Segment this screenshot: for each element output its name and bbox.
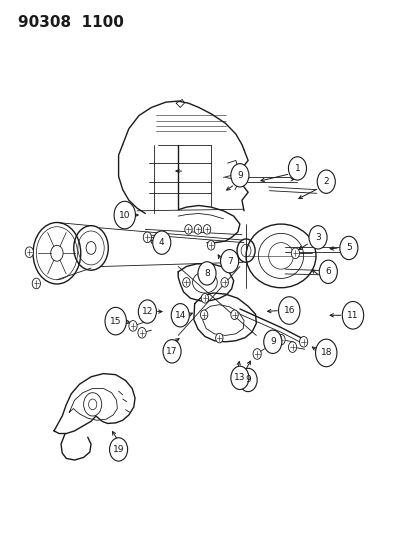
Circle shape	[25, 247, 33, 257]
Text: 8: 8	[204, 269, 209, 278]
Text: 9: 9	[244, 375, 250, 384]
Circle shape	[316, 170, 335, 193]
Circle shape	[288, 157, 306, 180]
Circle shape	[194, 224, 201, 234]
Circle shape	[220, 249, 238, 273]
Text: 9: 9	[237, 171, 242, 180]
Circle shape	[276, 334, 285, 345]
Text: 7: 7	[226, 257, 232, 265]
Text: 17: 17	[166, 347, 177, 356]
Circle shape	[252, 349, 261, 359]
Text: 16: 16	[283, 306, 294, 315]
Text: 10: 10	[119, 211, 130, 220]
Circle shape	[207, 240, 214, 250]
Text: 11: 11	[347, 311, 358, 320]
Circle shape	[105, 308, 126, 335]
Circle shape	[182, 278, 190, 287]
Circle shape	[278, 297, 299, 324]
Circle shape	[291, 248, 299, 259]
Circle shape	[230, 366, 248, 390]
Circle shape	[138, 300, 156, 323]
Circle shape	[299, 336, 307, 347]
Text: 2: 2	[323, 177, 328, 186]
Circle shape	[163, 340, 180, 363]
Circle shape	[308, 225, 326, 249]
Circle shape	[238, 368, 256, 392]
Circle shape	[230, 310, 237, 319]
Circle shape	[171, 304, 189, 327]
Text: 12: 12	[141, 307, 153, 316]
Circle shape	[203, 224, 210, 234]
Text: 18: 18	[320, 349, 331, 358]
Circle shape	[339, 236, 357, 260]
Text: 15: 15	[110, 317, 121, 326]
Circle shape	[288, 342, 296, 352]
Text: 19: 19	[113, 445, 124, 454]
Circle shape	[315, 339, 336, 367]
Circle shape	[138, 327, 146, 338]
Circle shape	[114, 201, 135, 229]
Circle shape	[128, 320, 137, 331]
Circle shape	[143, 232, 151, 243]
Text: 3: 3	[314, 233, 320, 242]
Circle shape	[109, 438, 127, 461]
Text: 13: 13	[234, 373, 245, 382]
Circle shape	[201, 294, 208, 303]
Circle shape	[152, 231, 171, 254]
Circle shape	[221, 278, 228, 287]
Circle shape	[215, 333, 223, 343]
Circle shape	[318, 260, 337, 284]
Circle shape	[342, 302, 363, 329]
Text: 90308  1100: 90308 1100	[18, 14, 123, 30]
Circle shape	[230, 164, 248, 187]
Text: 1: 1	[294, 164, 299, 173]
Circle shape	[263, 330, 281, 353]
Text: 9: 9	[269, 337, 275, 346]
Text: 4: 4	[159, 238, 164, 247]
Circle shape	[200, 310, 207, 319]
Circle shape	[32, 278, 40, 289]
Text: 14: 14	[174, 311, 185, 320]
Circle shape	[197, 262, 216, 285]
Text: 5: 5	[345, 244, 351, 253]
Text: 6: 6	[325, 268, 330, 276]
Circle shape	[184, 224, 192, 234]
